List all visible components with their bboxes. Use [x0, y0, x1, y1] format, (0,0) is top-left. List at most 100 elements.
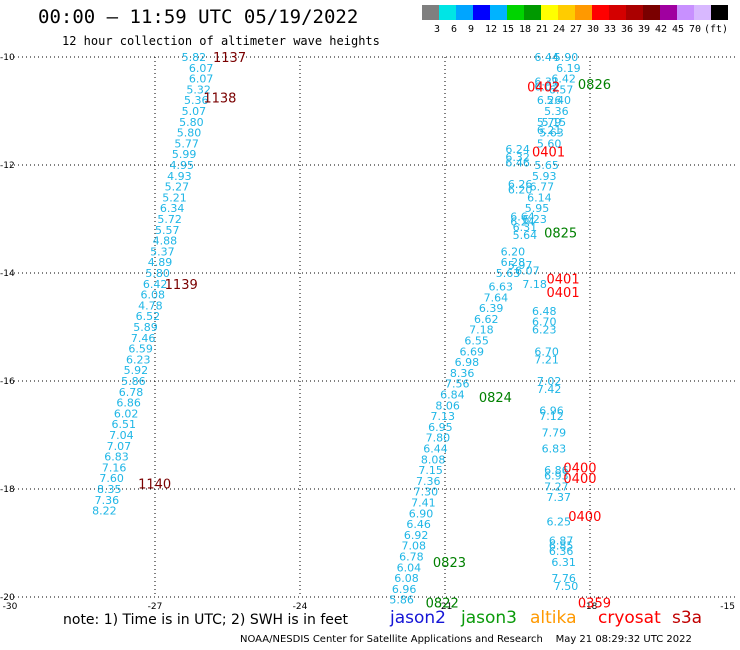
wave-height-value: 6.85 — [549, 540, 574, 553]
legend-swatch — [473, 5, 490, 20]
wave-height-value: 5.79 — [537, 116, 562, 129]
wave-height-value: 6.69 — [460, 345, 485, 358]
wave-height-value: 6.42 — [143, 278, 168, 291]
y-tick-label: -10 — [0, 53, 15, 63]
legend-swatch — [575, 5, 592, 20]
wave-height-value: 7.46 — [131, 332, 156, 345]
wave-height-value: 5.37 — [150, 245, 175, 258]
wave-height-value: 6.08 — [141, 289, 166, 302]
wave-height-value: 6.25 — [547, 515, 572, 528]
wave-height-value: 6.07 — [189, 73, 214, 86]
wave-height-value: 6.86 — [116, 397, 141, 410]
pass-time-label: 0401 — [532, 146, 565, 161]
satellite-label-s3a: s3a — [672, 608, 703, 628]
wave-height-value: 5.80 — [145, 267, 170, 280]
wave-height-value: 6.23 — [126, 353, 151, 366]
wave-height-value: 6.14 — [527, 191, 552, 204]
legend-tick-label: 9 — [468, 24, 475, 35]
wave-height-value: 6.02 — [114, 407, 138, 420]
wave-height-value: 8.35 — [97, 483, 122, 496]
legend-tick-label: 33 — [604, 24, 617, 35]
legend-unit-label: (ft) — [704, 24, 729, 35]
legend-swatch — [592, 5, 609, 20]
legend-swatch — [524, 5, 541, 20]
wave-height-value: 6.64 — [510, 210, 535, 223]
wave-height-value: 6.96 — [392, 583, 417, 596]
pass-time-label: 1139 — [165, 278, 198, 293]
x-tick-label: -30 — [3, 602, 18, 612]
wave-height-value: 7.16 — [102, 461, 127, 474]
legend-swatch — [643, 5, 660, 20]
pass-time-label: 0823 — [433, 556, 466, 571]
pass-time-label: 0402 — [527, 81, 560, 96]
legend-swatch — [507, 5, 524, 20]
wave-height-value: 6.19 — [556, 62, 581, 75]
wave-height-value: 5.97 — [508, 259, 533, 272]
wave-height-value: 6.24 — [510, 216, 535, 229]
pass-time-label: 0401 — [547, 272, 580, 287]
pass-time-label: 0400 — [568, 510, 601, 525]
wave-height-value: 5.36 — [544, 105, 569, 118]
wave-height-value: 6.26 — [537, 94, 562, 107]
wave-height-value: 5.63 — [539, 127, 564, 140]
legend-swatch — [711, 5, 728, 20]
wave-height-value: 7.41 — [411, 497, 436, 510]
wave-height-value: 6.02 — [534, 81, 559, 94]
legend-swatch — [677, 5, 694, 20]
wave-height-value: 6.36 — [549, 545, 574, 558]
wave-height-value: 7.42 — [537, 383, 562, 396]
y-tick-label: -12 — [0, 161, 15, 171]
wave-height-value: 6.62 — [474, 313, 499, 326]
legend-tick-label: 30 — [587, 24, 600, 35]
wave-height-value: 6.21 — [537, 124, 562, 137]
chart-title: 00:00 – 11:59 UTC 05/19/2022 — [38, 6, 359, 28]
wave-height-value: 5.80 — [179, 116, 204, 129]
wave-height-value: 6.23 — [532, 324, 557, 337]
wave-height-value: 7.64 — [484, 291, 509, 304]
satellite-label-altika: altika — [530, 608, 577, 628]
wave-height-value: 7.76 — [551, 572, 576, 585]
wave-height-value: 6.57 — [549, 83, 574, 96]
x-tick-label: -15 — [720, 602, 735, 612]
satellite-label-cryosat: cryosat — [598, 608, 661, 628]
pass-time-label: 0401 — [547, 286, 580, 301]
wave-height-value: 7.80 — [426, 432, 451, 445]
wave-height-value: 6.70 — [532, 316, 557, 329]
wave-height-value: 6.77 — [530, 181, 555, 194]
wave-height-value: 6.96 — [539, 405, 564, 418]
legend-swatch — [490, 5, 507, 20]
wave-height-value: 6.39 — [479, 302, 504, 315]
legend-tick-label: 15 — [502, 24, 515, 35]
legend-tick-label: 6 — [451, 24, 458, 35]
wave-height-value: 5.60 — [537, 137, 562, 150]
wave-height-value: 5.36 — [184, 94, 209, 107]
wave-height-value: 6.31 — [551, 556, 576, 569]
legend-swatch — [694, 5, 711, 20]
wave-height-value: 7.27 — [544, 480, 569, 493]
wave-height-value: 6.86 — [544, 464, 569, 477]
wave-height-value: 5.80 — [177, 127, 202, 140]
wave-height-value: 4.78 — [138, 299, 163, 312]
legend-swatch — [541, 5, 558, 20]
wave-height-value: 7.60 — [99, 472, 124, 485]
pass-time-label: 1137 — [213, 51, 246, 66]
pass-time-label: 0822 — [426, 596, 459, 611]
pass-time-label: 1140 — [138, 478, 171, 493]
pass-time-label: 0400 — [563, 461, 596, 476]
wave-height-value: 7.36 — [416, 475, 441, 488]
wave-height-value: 7.50 — [554, 580, 579, 593]
wave-height-value: 7.02 — [537, 375, 562, 388]
wave-height-value: 6.34 — [160, 202, 185, 215]
wave-height-value: 6.95 — [428, 421, 453, 434]
wave-height-value: 6.42 — [551, 73, 576, 86]
wave-height-value: 5.93 — [532, 170, 557, 183]
wave-height-value: 7.15 — [418, 464, 443, 477]
wave-height-value: 6.20 — [501, 245, 526, 258]
y-tick-label: -20 — [0, 593, 15, 603]
satellite-label-jason2: jason2 — [390, 608, 446, 628]
wave-height-value: 7.18 — [522, 278, 547, 291]
wave-height-value: 5.90 — [554, 51, 579, 64]
wave-height-value: 4.88 — [153, 235, 178, 248]
wave-height-value: 8.08 — [421, 453, 446, 466]
